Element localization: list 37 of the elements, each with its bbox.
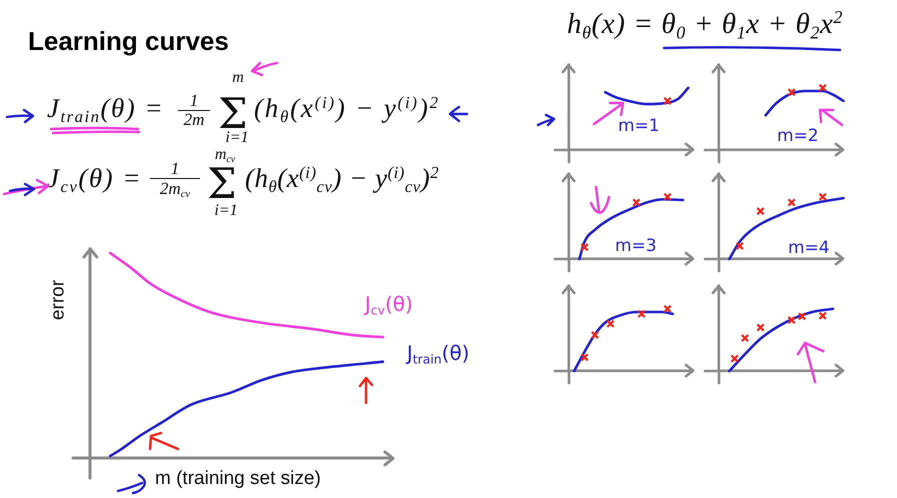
point xyxy=(787,316,796,324)
annotation: m=2 xyxy=(777,126,819,146)
series-label: J$_{train}$(θ) xyxy=(406,340,470,366)
point xyxy=(663,304,672,314)
point xyxy=(798,312,806,321)
text: 1 xyxy=(150,159,200,179)
x-axis-title: m (training set size) xyxy=(155,468,321,489)
text: i=1 xyxy=(213,202,239,219)
annotation: m=4 xyxy=(788,238,830,258)
text: m xyxy=(231,69,245,86)
text: (h$_{θ}$(x$^{(i)}$$_{cv}$) − y$^{(i)}$$_{cv}$)$^{2}$ xyxy=(245,162,440,196)
point xyxy=(606,320,615,328)
text: J$_{train}$(θ) = xyxy=(47,93,164,126)
text: m$_{cv}$ xyxy=(214,146,236,165)
series-label: J$_{cv}$(θ) xyxy=(364,292,413,318)
text: 1 xyxy=(178,91,210,111)
point xyxy=(580,353,589,362)
point xyxy=(756,323,765,332)
point xyxy=(637,310,646,318)
point xyxy=(756,206,765,216)
point xyxy=(818,192,827,202)
point xyxy=(736,242,744,250)
point xyxy=(590,330,600,340)
text: h$_{θ}$(x) = θ$_{0}$ + θ$_{1}$x + θ$_{2}$x$^{2}$ xyxy=(567,7,844,42)
point xyxy=(730,354,739,363)
point xyxy=(740,334,750,342)
annotation: m=3 xyxy=(615,236,657,256)
annotation: m=1 xyxy=(618,116,660,136)
point xyxy=(818,312,827,320)
point xyxy=(787,198,796,207)
text: 2m$_{cv}$ xyxy=(158,179,192,200)
text: J$_{cv}$(θ) = xyxy=(47,163,142,196)
y-axis-title: error xyxy=(48,280,68,320)
text: Learning curves xyxy=(28,26,229,56)
text: 2m xyxy=(182,110,206,129)
text: (h$_{θ}$(x$^{(i)}$) − y$^{(i)}$)$^{2}$ xyxy=(254,92,440,126)
text: i=1 xyxy=(224,129,250,146)
